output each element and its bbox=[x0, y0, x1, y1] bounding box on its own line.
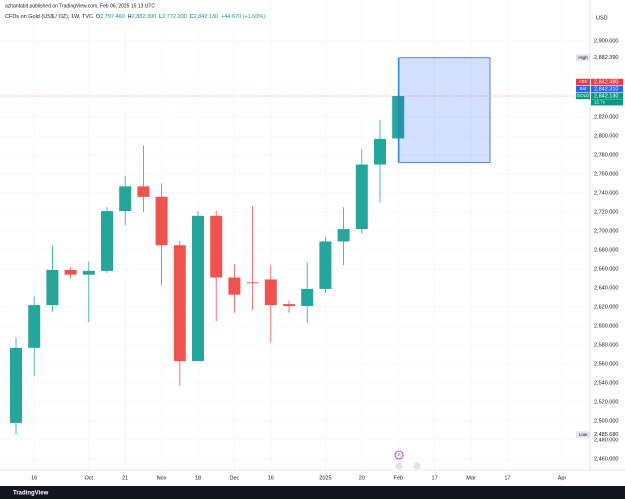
x-tick-label: Feb bbox=[393, 475, 402, 481]
price-label-tag bbox=[576, 78, 590, 86]
candle-body bbox=[319, 241, 332, 289]
price-label-name: Low bbox=[579, 432, 588, 437]
candle-body bbox=[301, 288, 314, 307]
countdown-box bbox=[591, 99, 623, 106]
ohlc-value: 2,842.130 bbox=[194, 14, 218, 20]
y-tick-label: 2,800.000 bbox=[594, 133, 618, 139]
price-label-tag bbox=[576, 85, 590, 93]
price-label-name: High bbox=[578, 55, 588, 60]
y-tick-label: 2,680.000 bbox=[594, 247, 618, 253]
price-label-tag bbox=[576, 54, 590, 61]
price-label-value: 2,842.310 bbox=[594, 86, 618, 92]
ohlc-prefix: C bbox=[190, 14, 194, 20]
candle-body bbox=[228, 277, 241, 295]
y-tick-label: 2,820.000 bbox=[594, 114, 618, 120]
y-tick-label: 2,460.000 bbox=[594, 456, 618, 462]
price-label-value: 2,842.130 bbox=[594, 93, 618, 99]
x-tick-label: Apr bbox=[558, 475, 567, 481]
x-tick-label: Dec bbox=[230, 475, 240, 481]
y-tick-label: 2,780.000 bbox=[594, 152, 618, 158]
footer-bar bbox=[0, 486, 625, 499]
x-tick-label: 17 bbox=[504, 475, 510, 481]
x-tick-label: 21 bbox=[122, 475, 128, 481]
x-tick-label: 16 bbox=[31, 475, 37, 481]
price-label-box bbox=[591, 85, 623, 93]
legend: CFDs on Gold (US$ / OZ), 1W, TVC O2,797.4… bbox=[5, 14, 265, 20]
y-tick-label: 2,720.000 bbox=[594, 209, 618, 215]
candle-body bbox=[64, 269, 77, 275]
ohlc-value: 2,797.460 bbox=[100, 14, 124, 20]
x-tick-label: 20 bbox=[359, 475, 365, 481]
countdown: 12.7s bbox=[594, 100, 606, 105]
x-tick-label: 2025 bbox=[319, 475, 331, 481]
y-tick-label: 2,540.000 bbox=[594, 380, 618, 386]
price-label-value: 2,842.480 bbox=[594, 79, 618, 85]
price-label-name: ASK bbox=[578, 79, 587, 84]
candle-body bbox=[173, 245, 186, 362]
candle-body bbox=[374, 138, 386, 165]
y-tick-label: 2,740.000 bbox=[594, 190, 618, 196]
price-label-tag bbox=[576, 431, 590, 438]
x-tick-label: 17 bbox=[432, 475, 438, 481]
price-label-box bbox=[591, 78, 623, 86]
candle-body bbox=[246, 282, 259, 284]
ohlc-value: 2,772.200 bbox=[162, 14, 186, 20]
x-tick-label: Mar bbox=[466, 475, 476, 481]
ohlc-prefix: O bbox=[96, 14, 101, 20]
price-label-name: Bid bbox=[580, 86, 587, 91]
symbol: CFDs on Gold (US$ / OZ), 1W, TVC bbox=[5, 14, 93, 20]
svg-text:P: P bbox=[397, 453, 400, 458]
candle-body bbox=[119, 186, 132, 212]
x-tick-label: Nov bbox=[157, 475, 167, 481]
candle-body bbox=[101, 211, 113, 271]
y-tick-label: 2,620.000 bbox=[594, 304, 618, 310]
candle-body bbox=[46, 269, 59, 306]
price-label-box bbox=[591, 54, 623, 61]
y-tick-label: 2,700.000 bbox=[594, 228, 618, 234]
y-tick-label: 2,560.000 bbox=[594, 361, 618, 367]
ohlc-prefix: L bbox=[159, 14, 162, 20]
price-label-name: GOLD bbox=[577, 93, 591, 98]
ohlc-value: 2,882.390 bbox=[132, 14, 156, 20]
events: P bbox=[394, 450, 421, 470]
range-box bbox=[398, 57, 491, 163]
y-tick-label: 2,500.000 bbox=[594, 418, 618, 424]
change: +44.670 (+1.60%) bbox=[221, 14, 265, 20]
candle-body bbox=[137, 186, 150, 197]
currency: USD bbox=[596, 15, 608, 21]
y-tick-label: 2,520.000 bbox=[594, 399, 618, 405]
price-label-box bbox=[591, 431, 623, 438]
candle-body bbox=[210, 215, 223, 278]
candle-body bbox=[192, 215, 204, 362]
candle-body bbox=[28, 305, 41, 348]
y-tick-label: 2,600.000 bbox=[594, 323, 618, 329]
candle-body bbox=[10, 347, 22, 423]
price-label-value: 2,485.680 bbox=[594, 432, 618, 438]
brand: TradingView bbox=[13, 491, 49, 497]
price-label-box bbox=[591, 92, 623, 100]
y-tick-label: 2,640.000 bbox=[594, 285, 618, 291]
x-tick-label: Oct bbox=[85, 475, 94, 481]
y-tick-label: 2,580.000 bbox=[594, 342, 618, 348]
publisher: azhantabit published on TradingView.com,… bbox=[5, 3, 155, 9]
candle-body bbox=[337, 229, 350, 242]
y-tick-label: 2,660.000 bbox=[594, 266, 618, 272]
price-label-value: 2,882.390 bbox=[594, 55, 618, 61]
candle-body bbox=[392, 96, 405, 139]
candle-body bbox=[355, 164, 368, 230]
y-tick-label: 2,900.000 bbox=[594, 38, 618, 44]
ohlc-prefix: H bbox=[128, 14, 132, 20]
x-tick-label: 18 bbox=[195, 475, 201, 481]
price-label-tag bbox=[576, 92, 590, 100]
y-tick-label: 2,760.000 bbox=[594, 171, 618, 177]
candle-body bbox=[82, 270, 95, 275]
candle-body bbox=[264, 279, 277, 306]
x-tick-label: 16 bbox=[268, 475, 274, 481]
candle-body bbox=[283, 304, 295, 307]
y-tick-label: 2,480.000 bbox=[594, 437, 618, 443]
candle-body bbox=[155, 196, 168, 246]
